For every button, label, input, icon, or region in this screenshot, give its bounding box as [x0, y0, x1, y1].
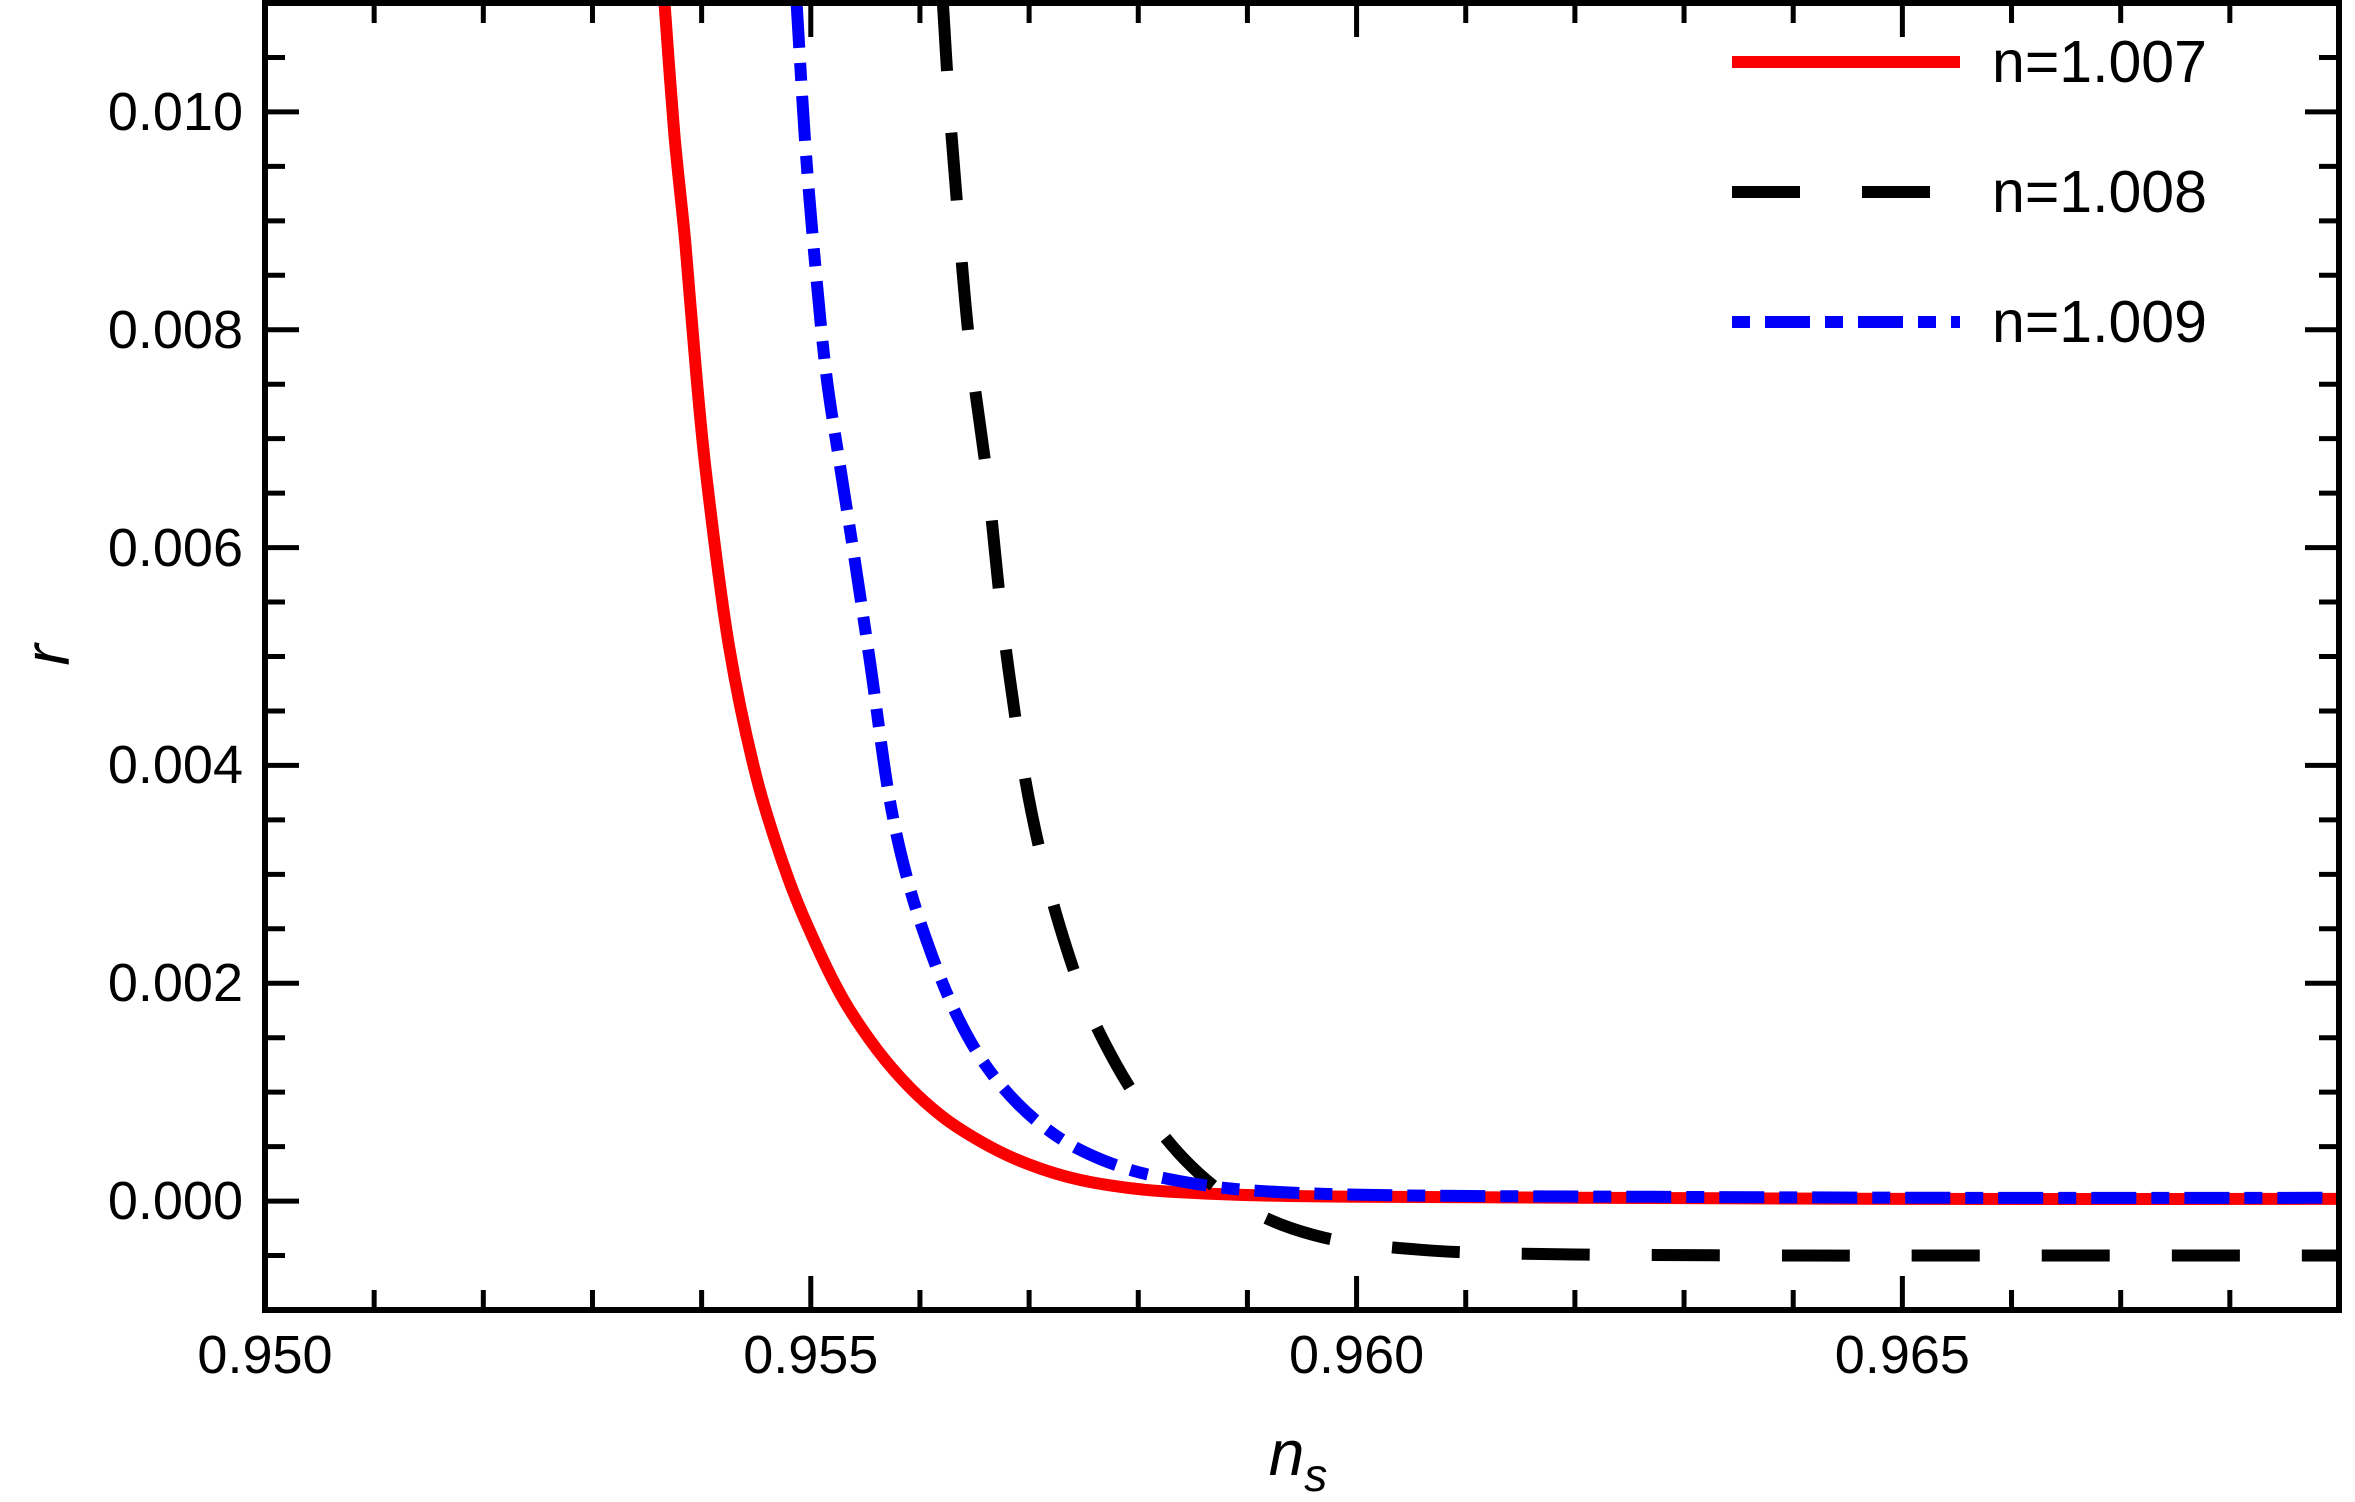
x-tick-label-0965: 0.965 — [1834, 1325, 1970, 1385]
legend-entry-n1007: n=1.007 — [1732, 0, 2207, 127]
x-tick-label-0955: 0.955 — [743, 1325, 879, 1385]
legend-label-n1008: n=1.008 — [1992, 159, 2207, 225]
y-tick-label-0006: 0.006 — [107, 517, 243, 578]
legend-label-n1007: n=1.007 — [1992, 29, 2207, 95]
y-tick-label-0002: 0.002 — [107, 953, 243, 1014]
legend-label-n1009: n=1.009 — [1992, 289, 2207, 355]
legend-line-sample-dashed-black — [1732, 186, 1960, 198]
curve-n1.008 — [936, 3, 2339, 1262]
x-tick-label-0950: 0.950 — [197, 1325, 333, 1385]
y-tick-label-0004: 0.004 — [107, 735, 243, 796]
legend: n=1.007 n=1.008 n=1.009 — [1732, 0, 2207, 387]
x-axis-label: ns — [1269, 1416, 1328, 1502]
y-tick-label-0008: 0.008 — [107, 299, 243, 360]
legend-entry-n1009: n=1.009 — [1732, 257, 2207, 387]
x-axis-label-base: n — [1268, 1417, 1305, 1489]
x-axis-label-subscript: s — [1304, 1449, 1328, 1501]
x-tick-label-0960: 0.960 — [1289, 1325, 1425, 1385]
legend-line-sample-dashdot-blue — [1732, 316, 1960, 328]
y-tick-label-0000: 0.000 — [107, 1171, 243, 1232]
legend-entry-n1008: n=1.008 — [1732, 127, 2207, 257]
y-axis-label: r — [11, 644, 83, 666]
legend-line-sample-solid-red — [1732, 56, 1960, 68]
y-tick-label-0010: 0.010 — [107, 81, 243, 142]
curve-n1.007 — [658, 3, 2339, 1205]
